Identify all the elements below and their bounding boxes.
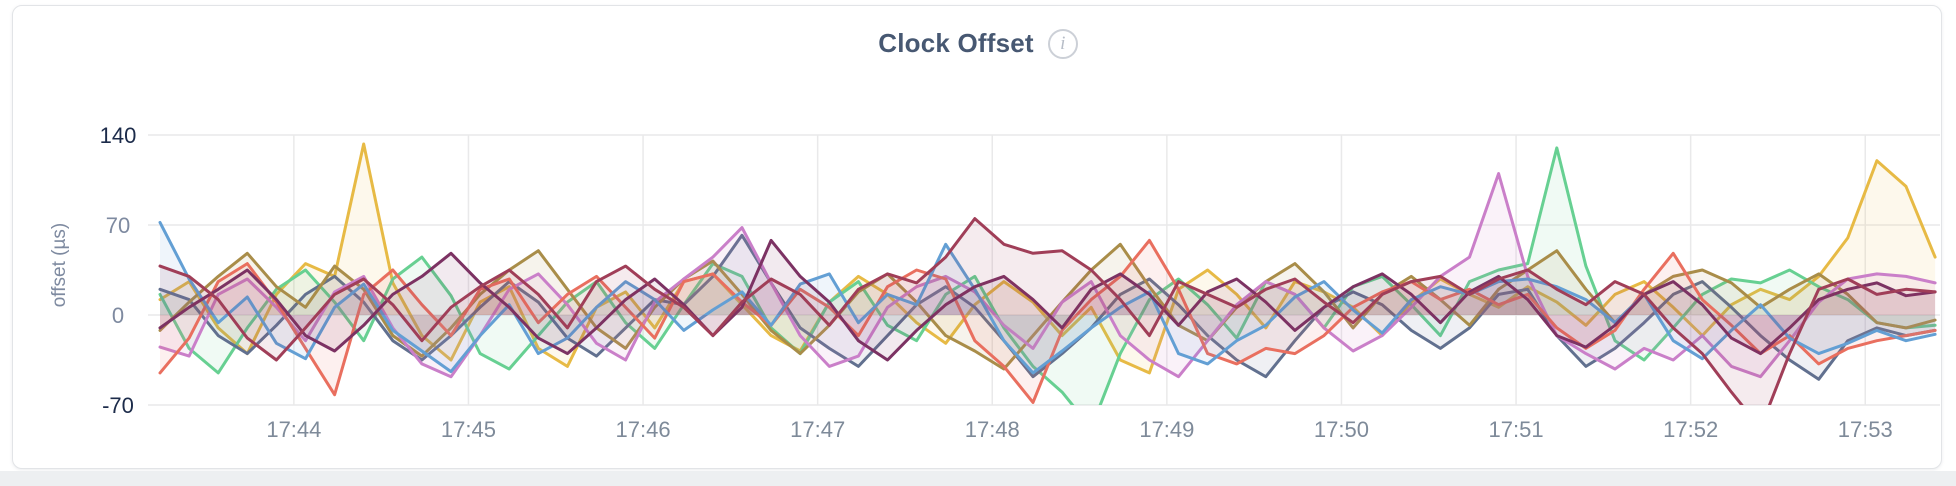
- x-tick-label: 17:45: [441, 417, 496, 442]
- series-area-series-9: [160, 218, 1936, 405]
- x-axis-labels: 17:44 17:45 17:46 17:47 17:48 17:49 17:50 17:51…: [266, 417, 1892, 442]
- x-tick-label: 17:53: [1838, 417, 1893, 442]
- page-background-strip: [0, 471, 1956, 486]
- chart-header: Clock Offset i: [0, 28, 1956, 59]
- x-tick-label: 17:46: [616, 417, 671, 442]
- info-icon[interactable]: i: [1047, 28, 1078, 59]
- series-line-series-8: [158, 238, 1937, 362]
- x-tick-label: 17:49: [1139, 417, 1194, 442]
- series-area-series-3: [160, 235, 1936, 380]
- y-axis-title: offset (µs): [49, 222, 70, 308]
- x-tick-label: 17:50: [1314, 417, 1369, 442]
- series-line-series-6: [158, 238, 1937, 404]
- x-tick-label: 17:48: [965, 417, 1020, 442]
- y-tick-label: 140: [100, 123, 137, 148]
- series-area-series-6: [160, 240, 1936, 403]
- y-tick-label: 0: [112, 303, 124, 328]
- x-tick-label: 17:51: [1489, 417, 1544, 442]
- x-tick-label: 17:44: [266, 417, 321, 442]
- series-area-series-5: [160, 173, 1936, 377]
- series-line-series-9: [158, 217, 1937, 405]
- y-axis-labels: 140 70 0 -70: [100, 123, 137, 418]
- series-area-series-2: [160, 147, 1936, 405]
- chart-title: Clock Offset: [878, 28, 1034, 58]
- y-tick-label: -70: [102, 393, 134, 418]
- series-line-series-5: [158, 172, 1937, 379]
- x-tick-label: 17:47: [790, 417, 845, 442]
- y-tick-label: 70: [106, 213, 130, 238]
- x-tick-label: 17:52: [1663, 417, 1718, 442]
- series-lines: [158, 142, 1937, 405]
- series-area-series-4: [160, 244, 1936, 369]
